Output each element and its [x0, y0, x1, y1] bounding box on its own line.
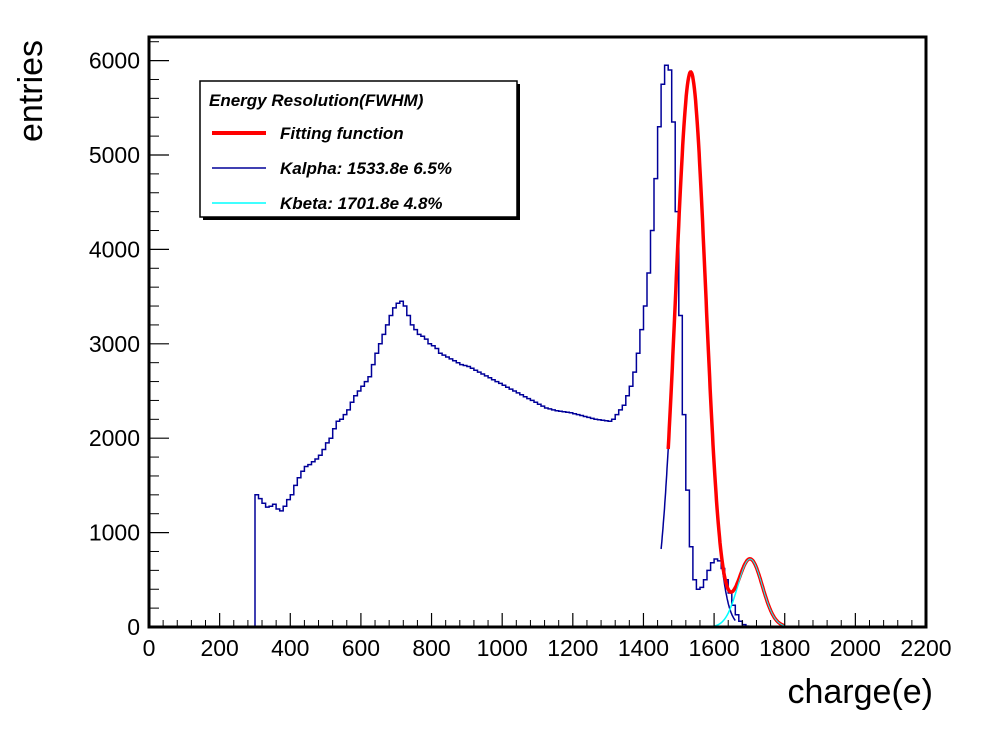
legend-entry-kbeta: Kbeta: 1701.8e 4.8% [280, 194, 443, 213]
x-tick-label: 800 [412, 635, 450, 661]
legend-entry-kalpha: Kalpha: 1533.8e 6.5% [280, 159, 452, 178]
x-tick-label: 1200 [547, 635, 598, 661]
x-tick-label: 0 [143, 635, 156, 661]
histogram-series [254, 64, 750, 627]
fit-curve-fitting-function [666, 70, 786, 628]
y-tick-label: 2000 [89, 425, 140, 451]
y-tick-label: 4000 [89, 236, 140, 262]
y-tick-label: 0 [127, 614, 140, 640]
legend: Energy Resolution(FWHM) Fitting function… [199, 80, 520, 220]
legend-header: Energy Resolution(FWHM) [209, 91, 424, 110]
y-axis-title: entries [12, 40, 50, 142]
legend-box [199, 80, 518, 218]
x-tick-label: 400 [271, 635, 309, 661]
x-axis-title: charge(e) [787, 673, 933, 711]
fit-curve-kbeta-overlay [727, 558, 785, 627]
y-tick-label: 3000 [89, 331, 140, 357]
y-tick-label: 5000 [89, 142, 140, 168]
x-tick-label: 600 [342, 635, 380, 661]
y-tick-label: 6000 [89, 48, 140, 74]
x-tick-label: 1800 [759, 635, 810, 661]
x-tick-label: 1000 [477, 635, 528, 661]
x-tick-label: 2200 [900, 635, 951, 661]
x-tick-label: 2000 [830, 635, 881, 661]
x-tick-label: 1400 [618, 635, 669, 661]
x-tick-label: 1600 [689, 635, 740, 661]
plot-frame [147, 35, 928, 629]
legend-entry-fit: Fitting function [280, 124, 404, 143]
x-tick-label: 200 [200, 635, 238, 661]
y-tick-label: 1000 [89, 520, 140, 546]
